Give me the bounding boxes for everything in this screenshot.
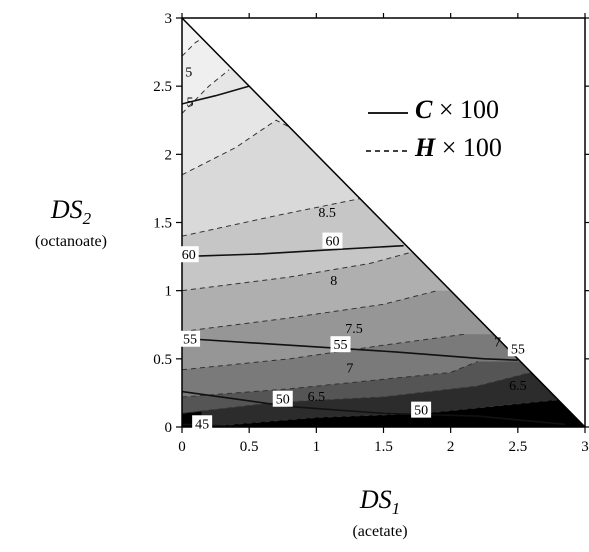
c-contour-60 (182, 244, 404, 258)
x-tick-label: 1 (313, 439, 321, 455)
contour-label: 45 (195, 417, 209, 432)
x-tick-label: 1.5 (374, 439, 393, 455)
h-contour-6.5 (182, 361, 478, 398)
contour-label: 7 (494, 335, 501, 350)
y-tick-label: 0.5 (153, 352, 172, 368)
x-tick-label: 0.5 (240, 439, 259, 455)
contour-label: 60 (182, 248, 196, 263)
contour-label: 55 (511, 342, 525, 357)
contour-label: 5 (187, 96, 194, 111)
contour-label: 50 (414, 404, 428, 419)
x-tick-label: 0 (178, 439, 186, 455)
h-contour-7.5 (182, 290, 438, 333)
legend-entry-h: H × 100 (415, 133, 502, 163)
contour-label-box (322, 232, 343, 249)
h-contour-6 (182, 371, 532, 414)
c-contour-65 (182, 85, 250, 105)
h-contour-8 (182, 252, 411, 292)
contour-label: 7.5 (345, 322, 363, 337)
contour-label-box (178, 246, 199, 263)
contour-label-box (411, 401, 432, 418)
contour-label-box (330, 336, 351, 353)
contour-label-box (180, 330, 201, 347)
y-tick-label: 0 (165, 420, 173, 436)
contour-label: 6.5 (509, 379, 527, 394)
contour-label: 55 (183, 333, 197, 348)
y-tick-label: 1.5 (153, 216, 172, 232)
y-tick-label: 2 (165, 147, 173, 163)
h-contour-9 (182, 119, 290, 176)
contour-label-box (272, 390, 293, 407)
contour-label: 7 (346, 361, 353, 376)
x-tick-label: 3 (581, 439, 589, 455)
h-contour-9.5 (182, 69, 230, 114)
h-contour-8.5 (182, 197, 364, 237)
contour-label-box (192, 415, 213, 432)
y-tick-label: 2.5 (153, 79, 172, 95)
axis-ticks: 0 0.5 1 1.5 2 2.5 3 0 0.5 1 1.5 2 2.5 3 (153, 11, 589, 455)
legend-symbol-c: C (415, 95, 433, 124)
contour-label: 50 (276, 393, 290, 408)
x-tick-label: 2 (447, 439, 455, 455)
legend-text-c: × 100 (438, 95, 500, 124)
contour-label-box (507, 340, 528, 357)
x-axis-note: (acetate) (352, 523, 408, 541)
y-tick-label: 3 (165, 11, 173, 27)
legend-lines (366, 112, 408, 152)
x-axis-title: DS1 (acetate) (310, 486, 450, 541)
h-contour-5.5 (202, 399, 559, 427)
hypotenuse-line (181, 17, 586, 428)
h-contour-10 (182, 38, 203, 57)
contour-label: 5 (185, 66, 192, 81)
y-tick-label: 1 (165, 284, 173, 300)
legend-text-h: × 100 (441, 133, 502, 162)
contour-label: 8.5 (318, 206, 336, 221)
contour-label: 6.5 (308, 390, 326, 405)
y-axis-title: DS2 (octanoate) (6, 196, 136, 251)
legend-entry-c: C × 100 (415, 95, 499, 125)
contour-lines (182, 38, 565, 427)
contour-label: 55 (334, 338, 348, 353)
contour-label: 8 (330, 274, 337, 289)
x-tick-label: 2.5 (508, 439, 527, 455)
legend-symbol-h: H (415, 133, 436, 162)
y-axis-note: (octanoate) (35, 233, 107, 251)
contour-label: 60 (325, 235, 339, 250)
c-contour-50 (182, 390, 565, 426)
c-contour-55 (182, 337, 518, 361)
